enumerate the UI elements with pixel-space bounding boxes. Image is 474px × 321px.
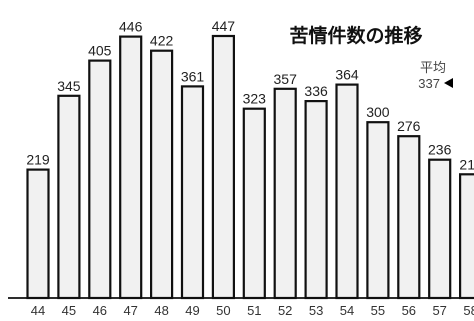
average-label: 平均 <box>420 60 446 75</box>
bars-group: 219 345 405 446 422 361 447 323 357 336 364 300 276 2… <box>26 18 474 300</box>
bar-value-label: 361 <box>181 68 205 84</box>
bar-value-label: 447 <box>212 18 236 34</box>
bar-58 <box>459 173 474 300</box>
bar-value-label: 219 <box>26 152 50 168</box>
bar-value-label: 422 <box>150 33 174 49</box>
x-tick-labels: 44 45 46 47 48 49 50 51 52 53 54 55 56 57 58 <box>31 303 474 318</box>
bar-56 <box>397 135 421 300</box>
x-tick-label: 58 <box>463 303 474 318</box>
chart-title: 苦情件数の推移 <box>289 24 422 47</box>
bar-49 <box>180 85 205 300</box>
bar-value-label: 276 <box>397 118 421 134</box>
x-tick-label: 57 <box>432 303 446 318</box>
x-tick-label: 49 <box>185 303 199 318</box>
bar-value-label: 446 <box>119 19 143 35</box>
bar-51 <box>242 107 266 300</box>
bar-53 <box>304 99 328 300</box>
x-tick-label: 47 <box>123 303 137 318</box>
average-marker-icon <box>444 78 453 88</box>
x-tick-label: 45 <box>62 303 76 318</box>
x-tick-label: 46 <box>93 303 107 318</box>
bar-55 <box>366 121 390 300</box>
x-tick-label: 51 <box>247 303 261 318</box>
x-tick-label: 52 <box>278 303 292 318</box>
bar-value-label: 364 <box>335 67 359 83</box>
average-value: 337 <box>418 76 440 91</box>
bar-value-label: 357 <box>274 71 298 87</box>
x-tick-label: 44 <box>31 303 45 318</box>
bar-54 <box>335 83 359 300</box>
bar-52 <box>273 87 297 300</box>
bar-value-label: 336 <box>304 83 328 99</box>
bar-value-label: 211 <box>459 156 474 172</box>
bar-46 <box>88 59 112 300</box>
bar-50 <box>211 34 235 300</box>
bar-value-label: 236 <box>428 142 452 158</box>
x-tick-label: 56 <box>402 303 416 318</box>
x-tick-label: 54 <box>340 303 354 318</box>
x-tick-label: 48 <box>154 303 168 318</box>
x-tick-label: 50 <box>216 303 230 318</box>
bar-value-label: 323 <box>243 91 267 107</box>
bar-44 <box>26 168 50 300</box>
bar-45 <box>57 94 81 300</box>
bar-47 <box>119 35 143 300</box>
bar-value-label: 345 <box>57 78 81 94</box>
bar-value-label: 405 <box>88 43 112 59</box>
bar-57 <box>428 158 452 300</box>
x-tick-label: 55 <box>371 303 385 318</box>
bar-value-label: 300 <box>366 104 390 120</box>
bar-48 <box>150 49 174 300</box>
x-tick-label: 53 <box>309 303 323 318</box>
